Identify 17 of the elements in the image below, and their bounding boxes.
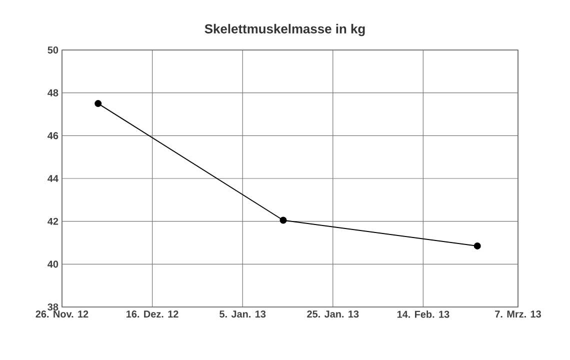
y-tick-label: 46: [48, 132, 58, 140]
y-tick-label: 44: [48, 175, 58, 182]
y-tick-label: 48: [48, 89, 58, 96]
y-tick-label: 50: [48, 46, 58, 54]
x-tick-label: 5. Jan. 13: [220, 310, 266, 318]
x-tick-label: 14. Feb. 13: [397, 310, 450, 318]
y-tick-label: 38: [48, 303, 58, 311]
x-tick-label: 25. Jan. 13: [307, 310, 359, 318]
x-tick-label: 26. Nov. 12: [36, 310, 88, 318]
x-tick-label: 16. Dez. 12: [126, 310, 178, 318]
x-tick-label: 7. Mrz. 13: [495, 310, 541, 318]
point: [280, 216, 287, 224]
y-tick-label: 42: [48, 218, 58, 225]
point: [94, 100, 102, 108]
point: [474, 242, 481, 250]
y-tick-label: 40: [48, 260, 58, 268]
chart-title: Skelettmuskelmasse in kg: [204, 24, 365, 36]
